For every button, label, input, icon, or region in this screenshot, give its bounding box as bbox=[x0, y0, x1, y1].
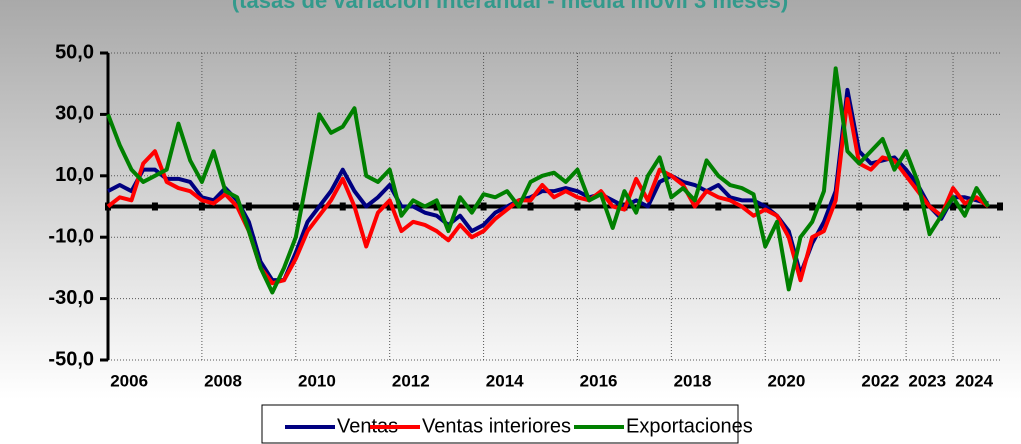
x-tick-label: 2018 bbox=[674, 371, 712, 390]
x-tick-label: 2010 bbox=[298, 371, 336, 390]
zero-marker bbox=[903, 202, 910, 211]
x-tick-label: 2006 bbox=[110, 371, 148, 390]
x-tick-label: 2023 bbox=[908, 371, 946, 390]
x-tick-label: 2014 bbox=[486, 371, 524, 390]
x-tick-label: 2012 bbox=[392, 371, 430, 390]
y-tick-label: 10,0 bbox=[55, 164, 94, 186]
zero-marker bbox=[292, 202, 299, 211]
y-tick-label: -30,0 bbox=[48, 287, 94, 309]
x-tick-label: 2008 bbox=[204, 371, 242, 390]
zero-marker bbox=[715, 202, 722, 211]
zero-marker bbox=[809, 202, 816, 211]
y-tick-label: 50,0 bbox=[55, 41, 94, 63]
zero-marker bbox=[339, 202, 346, 211]
zero-marker bbox=[856, 202, 863, 211]
y-tick-label: 30,0 bbox=[55, 103, 94, 125]
x-tick-label: 2024 bbox=[955, 371, 993, 390]
y-tick-label: -10,0 bbox=[48, 225, 94, 247]
legend-label: Exportaciones bbox=[626, 415, 753, 437]
zero-marker bbox=[950, 202, 957, 211]
zero-marker bbox=[198, 202, 205, 211]
x-tick-label: 2020 bbox=[767, 371, 805, 390]
x-tick-label: 2022 bbox=[861, 371, 899, 390]
legend-label: Ventas bbox=[337, 415, 398, 437]
zero-marker bbox=[997, 202, 1003, 211]
zero-marker bbox=[386, 202, 393, 211]
series-line bbox=[106, 66, 990, 295]
chart-title: (tasas de variación interanual - media m… bbox=[232, 0, 788, 13]
zero-marker bbox=[151, 202, 158, 211]
zero-marker bbox=[668, 202, 675, 211]
legend bbox=[261, 404, 739, 444]
zero-marker bbox=[527, 202, 534, 211]
zero-marker bbox=[480, 202, 487, 211]
legend-label: Ventas interiores bbox=[422, 415, 571, 437]
zero-marker bbox=[245, 202, 252, 211]
zero-marker bbox=[574, 202, 581, 211]
y-tick-label: -50,0 bbox=[48, 348, 94, 370]
x-tick-label: 2016 bbox=[580, 371, 618, 390]
zero-marker bbox=[433, 202, 440, 211]
